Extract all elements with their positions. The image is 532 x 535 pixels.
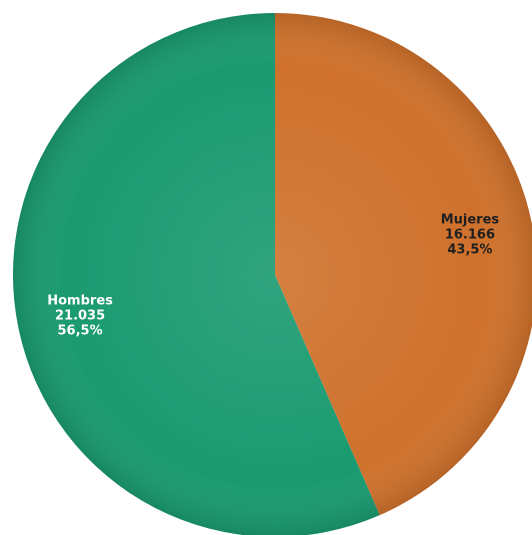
- slice-label-percent-hombres: 56,5%: [58, 324, 103, 339]
- slice-label-name-mujeres: Mujeres: [441, 212, 500, 227]
- pie-slices: [13, 13, 532, 535]
- slice-label-value-hombres: 21.035: [55, 309, 105, 324]
- slice-label-name-hombres: Hombres: [47, 294, 113, 309]
- slice-label-value-mujeres: 16.166: [445, 227, 495, 242]
- slice-label-percent-mujeres: 43,5%: [447, 242, 492, 257]
